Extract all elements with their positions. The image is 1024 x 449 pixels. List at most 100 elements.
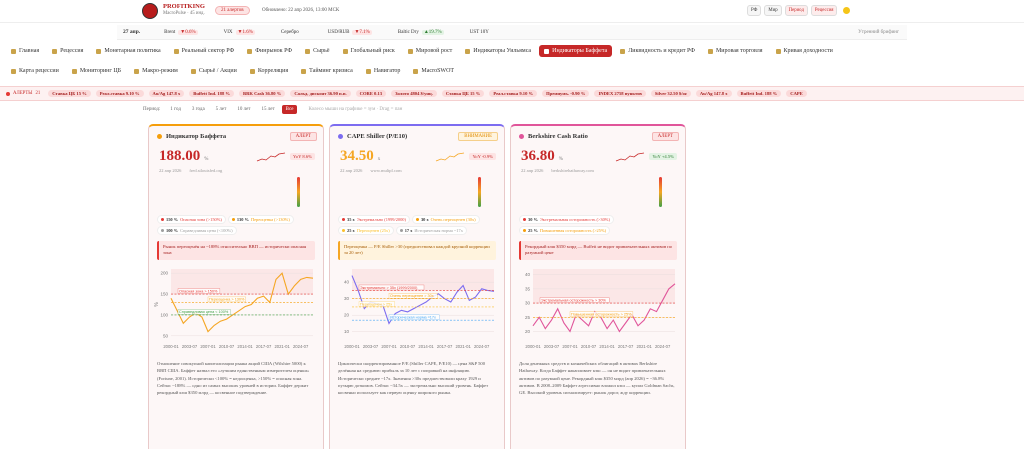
alert-chip[interactable]: Сальд. дисконт 36.90 п.п.	[290, 90, 351, 97]
x-tick-label: 2021-01	[274, 344, 290, 349]
alert-chip[interactable]: Золото 4804 $/унц.	[391, 90, 437, 97]
card-source: www.multpl.com	[370, 168, 402, 173]
header-button[interactable]: Период	[784, 5, 808, 16]
nav-tab[interactable]: Кривая доходности	[771, 45, 838, 57]
nav-tab[interactable]: Макро-режим	[129, 65, 183, 77]
alert-chip[interactable]: Buffett Ind. 188 %	[189, 90, 235, 97]
nav-label: Навигатор	[373, 68, 401, 74]
alert-chip[interactable]: Au/Ag 147.8 x	[148, 90, 185, 97]
threshold-label: Повышенная осторожность > 25%	[571, 312, 632, 316]
alert-chip[interactable]: Buffett Ind. 188 %	[736, 90, 782, 97]
header-button[interactable]: РФ	[747, 5, 762, 16]
card-yoy: YoY 8.6%	[289, 153, 315, 160]
nav-tab[interactable]: Финрынок РФ	[242, 45, 297, 57]
ticker-name: VIX	[223, 29, 233, 35]
theme-toggle[interactable]	[843, 7, 851, 14]
x-tick-label: 2017-07	[256, 344, 272, 349]
period-option[interactable]: 10 лет	[237, 107, 251, 112]
nav-icon	[96, 48, 102, 54]
chip-label: Экстремально (1999/2000)	[356, 217, 406, 222]
chip-value: 30 %	[528, 217, 538, 222]
alert-chip[interactable]: Ставка ЦБ 15 %	[441, 90, 485, 97]
nav-tab[interactable]: Карта рецессии	[6, 65, 64, 77]
nav-label: Индикаторы Баффета	[552, 48, 608, 54]
nav-tab[interactable]: Навигатор	[361, 65, 406, 77]
nav-tab[interactable]: Сырьё	[300, 45, 334, 57]
chip-label: Повышенная осторожность (>25%)	[539, 228, 607, 233]
nav-tab[interactable]: MacroSWOT	[408, 65, 459, 77]
nav-icon	[620, 48, 626, 54]
alert-chip[interactable]: Реал.ставка 9.10 %	[95, 90, 144, 97]
nav-tab[interactable]: Тайминг кризиса	[296, 65, 358, 77]
card-description: Доля денежных средств и казначейских обл…	[519, 360, 675, 396]
alert-chip[interactable]: Au/Ag 147.8 x	[695, 90, 732, 97]
threshold-label-bg	[177, 309, 231, 315]
nav-tab[interactable]: Индикаторы Баффета	[539, 45, 613, 57]
chip-value: 25 x	[347, 228, 355, 233]
y-tick-label: 40	[344, 280, 350, 285]
nav-icon	[11, 48, 16, 54]
chip-dot	[342, 218, 345, 221]
nav-tab[interactable]: Реальный сектор РФ	[169, 45, 240, 57]
indicator-card: CAPE Shiller (P/E10) ВНИМАНИЕ 34.50 x YoY -0…	[329, 124, 505, 449]
alert-chip[interactable]: CAPE	[786, 90, 807, 97]
ticker-name: Серебро	[280, 29, 299, 35]
alerts-badge[interactable]: 21 алертов	[215, 6, 250, 15]
threshold-label: Экстремальная осторожность > 30%	[541, 298, 606, 302]
indicator-card: Индикатор Баффета АЛЕРТ 188.00% YoY 8.6% 22 …	[148, 124, 324, 449]
x-tick-label: 2003-07	[182, 344, 198, 349]
alert-chip[interactable]: BRK Cash 36.80 %	[239, 90, 286, 97]
nav-tab[interactable]: Мировая торговля	[703, 45, 768, 57]
card-unit: %	[558, 157, 563, 162]
period-option[interactable]: Все	[281, 105, 298, 114]
thermometer	[478, 177, 481, 207]
period-option[interactable]: 5 лет	[215, 107, 227, 112]
threshold-label-bg	[569, 311, 634, 317]
nav-tab[interactable]: Корреляция	[245, 65, 293, 77]
briefing[interactable]: Утренний брифинг	[858, 29, 899, 35]
period-option[interactable]: 15 лет	[261, 107, 275, 112]
nav-tab[interactable]: Главная	[6, 45, 44, 57]
card-header: Berkshire Cash Ratio АЛЕРТ	[511, 126, 685, 141]
card-header: CAPE Shiller (P/E10) ВНИМАНИЕ	[330, 126, 504, 141]
nav-tab[interactable]: Мировой рост	[403, 45, 457, 57]
nav-label: Сырьё / Акции	[198, 68, 237, 74]
period-option[interactable]: 1 год	[170, 107, 181, 112]
nav-label: Мировой рост	[415, 48, 453, 54]
chip-value: 100 %	[166, 228, 179, 233]
x-tick-label: 2010-07	[219, 344, 235, 349]
card-note: Рынок переоценён на ~188% относительно В…	[157, 241, 315, 260]
alert-chip[interactable]: Реал.ставка 9.10 %	[489, 90, 538, 97]
nav-tab[interactable]: Рецессия	[47, 45, 88, 57]
threshold-label: Историческая норма ≈17x	[390, 315, 436, 319]
nav-tab[interactable]: Мониторинг ЦБ	[67, 65, 126, 77]
nav-tab[interactable]: Индикаторы Уильямса	[460, 45, 536, 57]
logo: PROFITKING	[163, 3, 205, 10]
nav-tab[interactable]: Глобальный риск	[338, 45, 400, 57]
nav-icon	[775, 48, 781, 54]
nav-icon	[71, 68, 77, 74]
header-button[interactable]: Мир	[764, 5, 782, 16]
nav-tab[interactable]: Монетарная политика	[91, 45, 165, 57]
x-tick-label: 2014-01	[599, 344, 615, 349]
alert-chip[interactable]: Silver 32.50 $/oz	[650, 90, 691, 97]
ticker-name: Baltic Dry	[397, 29, 419, 35]
nav-label: MacroSWOT	[421, 68, 455, 74]
value-row: 188.00% YoY 8.6%	[149, 141, 323, 165]
nav-tab[interactable]: Ликвидность и кредит РФ	[615, 45, 700, 57]
alert-chip[interactable]: Ставка ЦБ 15 %	[48, 90, 91, 97]
x-tick-label: 2017-07	[618, 344, 634, 349]
nav-label: Карта рецессии	[19, 68, 59, 74]
x-tick-label: 2003-07	[363, 344, 379, 349]
header-button[interactable]: Рецессия	[810, 5, 838, 16]
x-tick-label: 2014-01	[418, 344, 434, 349]
nav-tab[interactable]: Сырьё / Акции	[186, 65, 242, 77]
alert-chip[interactable]: Премиумь. -0.90 %	[542, 90, 590, 97]
period-option[interactable]: 3 года	[191, 107, 205, 112]
threshold-chip: 30 % Экстремальная осторожность (>30%)	[519, 215, 614, 224]
ticker-name: Brent	[164, 29, 176, 35]
alert-chip[interactable]: INDEX 2758 пунктов	[594, 90, 646, 97]
y-tick-label: 10	[344, 329, 350, 334]
alert-chip[interactable]: CORE 0.13	[355, 90, 387, 97]
period-bar: Период: 1 год 3 года 5 лет 10 лет 15 лет Все Ко…	[143, 105, 402, 114]
